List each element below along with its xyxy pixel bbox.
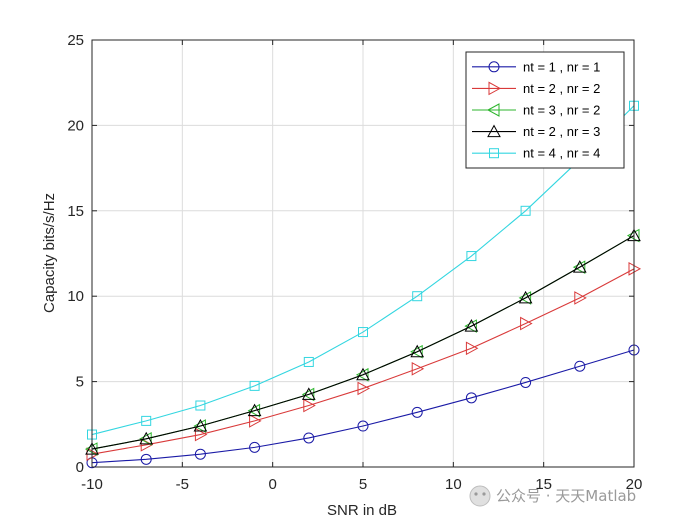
legend-marker: [487, 124, 501, 138]
data-point: [520, 205, 531, 216]
data-point: [194, 427, 208, 442]
data-point: [411, 361, 425, 376]
legend-label: nt = 3 , nr = 2: [523, 103, 600, 118]
data-point: [518, 291, 532, 305]
data-point: [249, 380, 260, 391]
series-line: [91, 268, 635, 455]
data-point: [357, 420, 369, 432]
legend-item[interactable]: nt = 1 , nr = 1: [472, 59, 600, 74]
data-point: [358, 327, 368, 338]
data-point: [410, 344, 423, 359]
legend-label: nt = 4 , nr = 4: [523, 146, 600, 161]
data-point: [574, 360, 586, 372]
legend-label: nt = 1 , nr = 1: [523, 59, 600, 74]
data-point: [572, 260, 586, 275]
data-point: [412, 291, 423, 302]
legend-item[interactable]: nt = 2 , nr = 2: [472, 81, 600, 96]
data-point: [193, 418, 208, 432]
x-tick-label: -5: [176, 476, 189, 493]
x-tick-label: 0: [268, 476, 276, 493]
y-axis-label: Capacity bits/s/Hz: [41, 193, 58, 313]
y-tick-label: 5: [76, 374, 84, 391]
data-point: [518, 290, 533, 304]
legend-item[interactable]: nt = 2 , nr = 3: [472, 124, 600, 139]
legend-marker: [488, 81, 502, 96]
data-point: [303, 356, 314, 367]
series-layer: [84, 100, 642, 469]
data-point: [464, 319, 479, 332]
data-point: [465, 392, 477, 404]
data-point: [464, 319, 477, 333]
legend-label: nt = 2 , nr = 3: [523, 124, 600, 139]
x-tick-label: -10: [81, 476, 103, 493]
wechat-logo-icon: [469, 485, 491, 507]
data-point: [139, 431, 152, 446]
wechat-logo-icon-eye: [474, 492, 478, 496]
y-tick-label: 10: [67, 288, 84, 305]
x-tick-label: 10: [445, 476, 462, 493]
data-point: [301, 387, 315, 402]
series-1: [86, 344, 640, 469]
data-point: [194, 448, 206, 460]
data-point: [574, 291, 587, 305]
x-tick-label: 15: [535, 476, 552, 493]
legend-marker: [488, 61, 500, 73]
legend-item[interactable]: nt = 4 , nr = 4: [472, 146, 600, 161]
y-tick-label: 0: [76, 459, 84, 476]
legend-marker: [489, 148, 499, 159]
axes: -10 -5 0 5 10 15 20 0 5 10 15 20 25: [67, 32, 642, 493]
series-line: [91, 349, 635, 464]
series-5: [87, 100, 639, 440]
data-point: [357, 381, 371, 396]
data-point: [520, 316, 533, 331]
series-4: [85, 228, 641, 455]
data-point: [410, 344, 425, 358]
data-point: [249, 441, 261, 453]
wechat-logo-icon-eye: [482, 492, 486, 496]
data-point: [411, 406, 423, 418]
data-point: [139, 431, 154, 445]
data-point: [356, 367, 370, 381]
y-tick-label: 25: [67, 32, 84, 49]
data-point: [303, 432, 315, 444]
x-tick-label: 5: [359, 476, 367, 493]
data-point: [301, 387, 316, 400]
data-point: [247, 403, 262, 417]
data-point: [193, 419, 206, 433]
watermark-text: 公众号 · 天天Matlab: [496, 487, 636, 505]
series-line: [91, 105, 635, 436]
data-point: [466, 251, 477, 262]
data-point: [572, 260, 587, 273]
y-tick-label: 20: [67, 117, 84, 134]
watermark: 公众号 · 天天Matlab: [469, 485, 636, 507]
data-point: [355, 367, 369, 382]
data-point: [465, 341, 479, 356]
legend-label: nt = 2 , nr = 2: [523, 81, 600, 96]
data-point: [247, 403, 261, 418]
y-tick-label: 15: [67, 203, 84, 220]
legend-marker: [486, 103, 500, 117]
data-point: [195, 400, 206, 411]
data-point: [520, 376, 532, 388]
data-point: [140, 453, 152, 465]
legend[interactable]: nt = 1 , nr = 1 nt = 2 , nr = 2 nt = 3 , n…: [465, 51, 625, 169]
legend-item[interactable]: nt = 3 , nr = 2: [472, 103, 600, 118]
data-point: [249, 414, 262, 428]
x-axis-label: SNR in dB: [327, 502, 397, 519]
data-point: [141, 415, 152, 426]
x-tick-label: 20: [626, 476, 643, 493]
axis-labels: SNR in dB Capacity bits/s/Hz: [41, 193, 397, 519]
series-line: [91, 235, 635, 450]
data-point: [303, 398, 316, 413]
